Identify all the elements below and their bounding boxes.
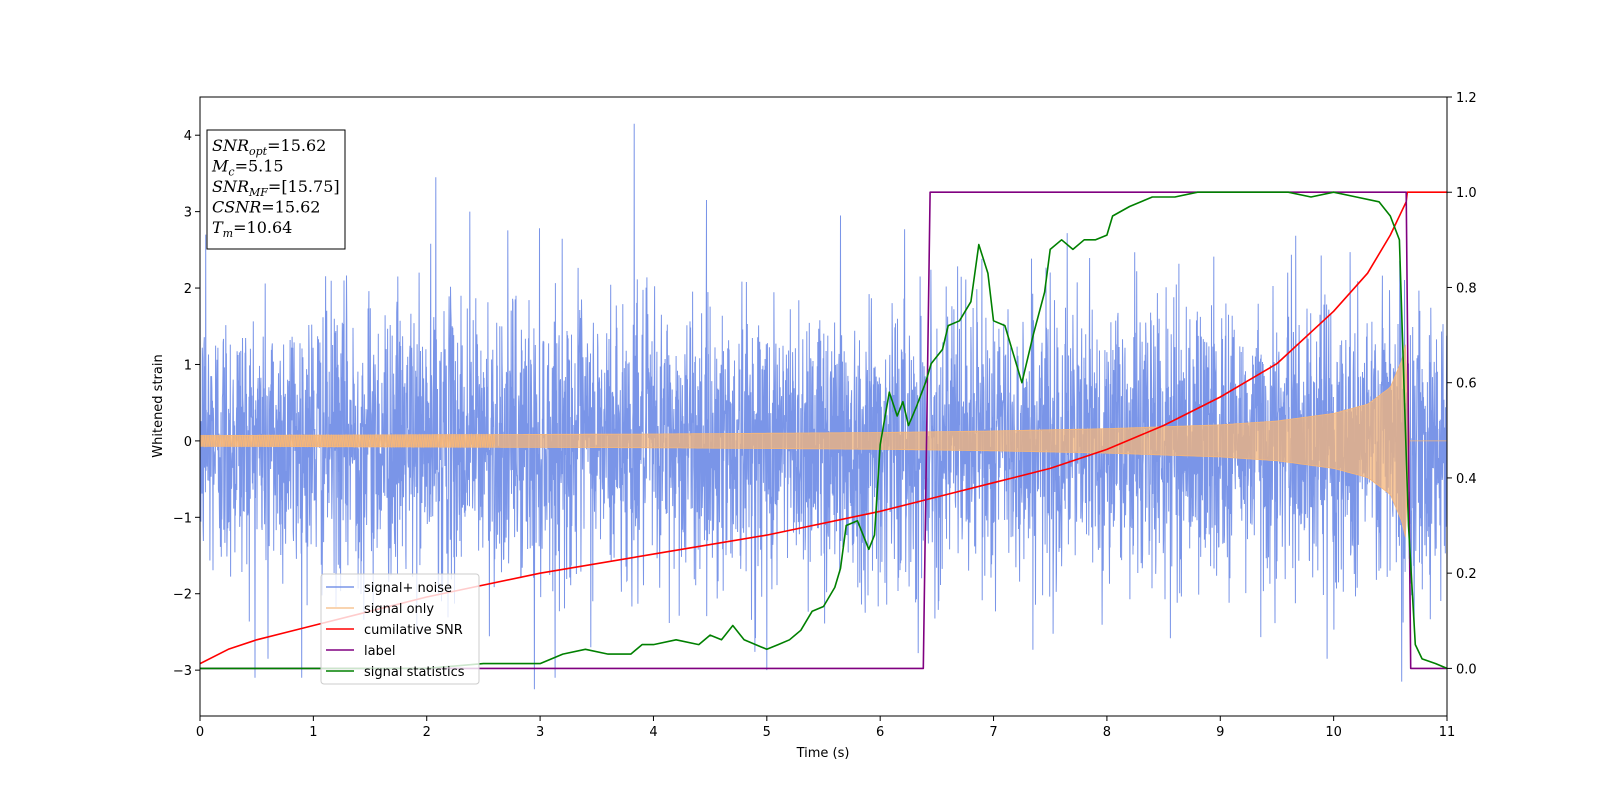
x-tick-label: 0: [196, 725, 204, 740]
label-line: [200, 191, 1447, 670]
legend-label: signal only: [364, 602, 434, 617]
y-tick-label: 1: [184, 358, 192, 373]
legend: signal+ noise signal only cumilative SNR la…: [320, 573, 480, 685]
y2-tick-label: 0.2: [1456, 567, 1477, 582]
x-tick-label: 11: [1439, 725, 1456, 740]
legend-label: label: [364, 644, 395, 659]
plot-frame: [199, 96, 1448, 717]
y-tick-label: −1: [173, 511, 192, 526]
annotation-frame: [206, 129, 346, 250]
signal-statistics-line: [200, 191, 1447, 670]
y-tick-label: 2: [184, 282, 192, 297]
x-tick-label: 1: [309, 725, 317, 740]
annotation-value: =15.62: [261, 198, 320, 217]
annotation-line: CSNR=15.62: [212, 198, 320, 217]
annotation-line: Tm=10.64: [212, 218, 292, 240]
y2-tick-label: 0.4: [1456, 472, 1477, 487]
signal-only-envelope: [200, 344, 1447, 538]
x-tick-label: 4: [649, 725, 657, 740]
x-tick-label: 10: [1325, 725, 1342, 740]
legend-label: signal+ noise: [364, 581, 452, 596]
y2-tick-label: 1.0: [1456, 186, 1477, 201]
annotation-symbol: CSNR: [212, 198, 261, 217]
signal-only-line: [200, 433, 496, 449]
annotation-symbol: SNR: [212, 136, 249, 155]
annotation-subscript: MF: [248, 186, 268, 199]
annotation-symbol: T: [212, 218, 224, 237]
legend-frame: [320, 573, 480, 685]
y2-tick-label: 0.0: [1456, 662, 1477, 677]
x-tick-label: 7: [989, 725, 997, 740]
y-tick-label: −2: [173, 588, 192, 603]
x-tick-label: 2: [423, 725, 431, 740]
y-axis-label: Whitened strain: [151, 354, 166, 457]
legend-label: cumilative SNR: [364, 623, 463, 638]
annotation-subscript: c: [228, 166, 234, 179]
annotation-value: =15.62: [267, 136, 326, 155]
y2-tick-label: 1.2: [1456, 91, 1477, 106]
annotation-subscript: m: [223, 227, 233, 240]
annotation-subscript: opt: [249, 145, 268, 158]
x-tick-label: 3: [536, 725, 544, 740]
annotation-line: SNRopt=15.62: [212, 136, 326, 158]
annotation-value: =10.64: [233, 218, 292, 237]
annotation-symbol: SNR: [212, 177, 249, 196]
y-tick-label: 3: [184, 206, 192, 221]
annotation-line: SNRMF=[15.75]: [212, 177, 340, 199]
annotation-value: =5.15: [235, 157, 284, 176]
y-tick-label: 0: [184, 435, 192, 450]
annotation-box: SNRopt=15.62Mc=5.15SNRMF=[15.75]CSNR=15.…: [206, 129, 346, 250]
x-tick-label: 5: [763, 725, 771, 740]
legend-label: signal statistics: [364, 665, 465, 680]
axes: 0 1 2 3 4 5 6 7 8 9 10 11 −3 −2 −1 0 1 2 3 4 0.0 0.2 0.4 0.6 0.8…: [173, 91, 1477, 740]
x-axis-label: Time (s): [796, 746, 850, 761]
x-tick-label: 9: [1216, 725, 1224, 740]
annotation-symbol: M: [211, 157, 229, 176]
x-tick-label: 8: [1103, 725, 1111, 740]
y2-tick-label: 0.6: [1456, 377, 1477, 392]
y2-tick-label: 0.8: [1456, 281, 1477, 296]
annotation-line: Mc=5.15: [211, 157, 284, 179]
signal-only-series: [200, 344, 1447, 538]
x-tick-label: 6: [876, 725, 884, 740]
y-tick-label: −3: [173, 664, 192, 679]
y-tick-label: 4: [184, 129, 192, 144]
annotation-value: =[15.75]: [268, 177, 340, 196]
